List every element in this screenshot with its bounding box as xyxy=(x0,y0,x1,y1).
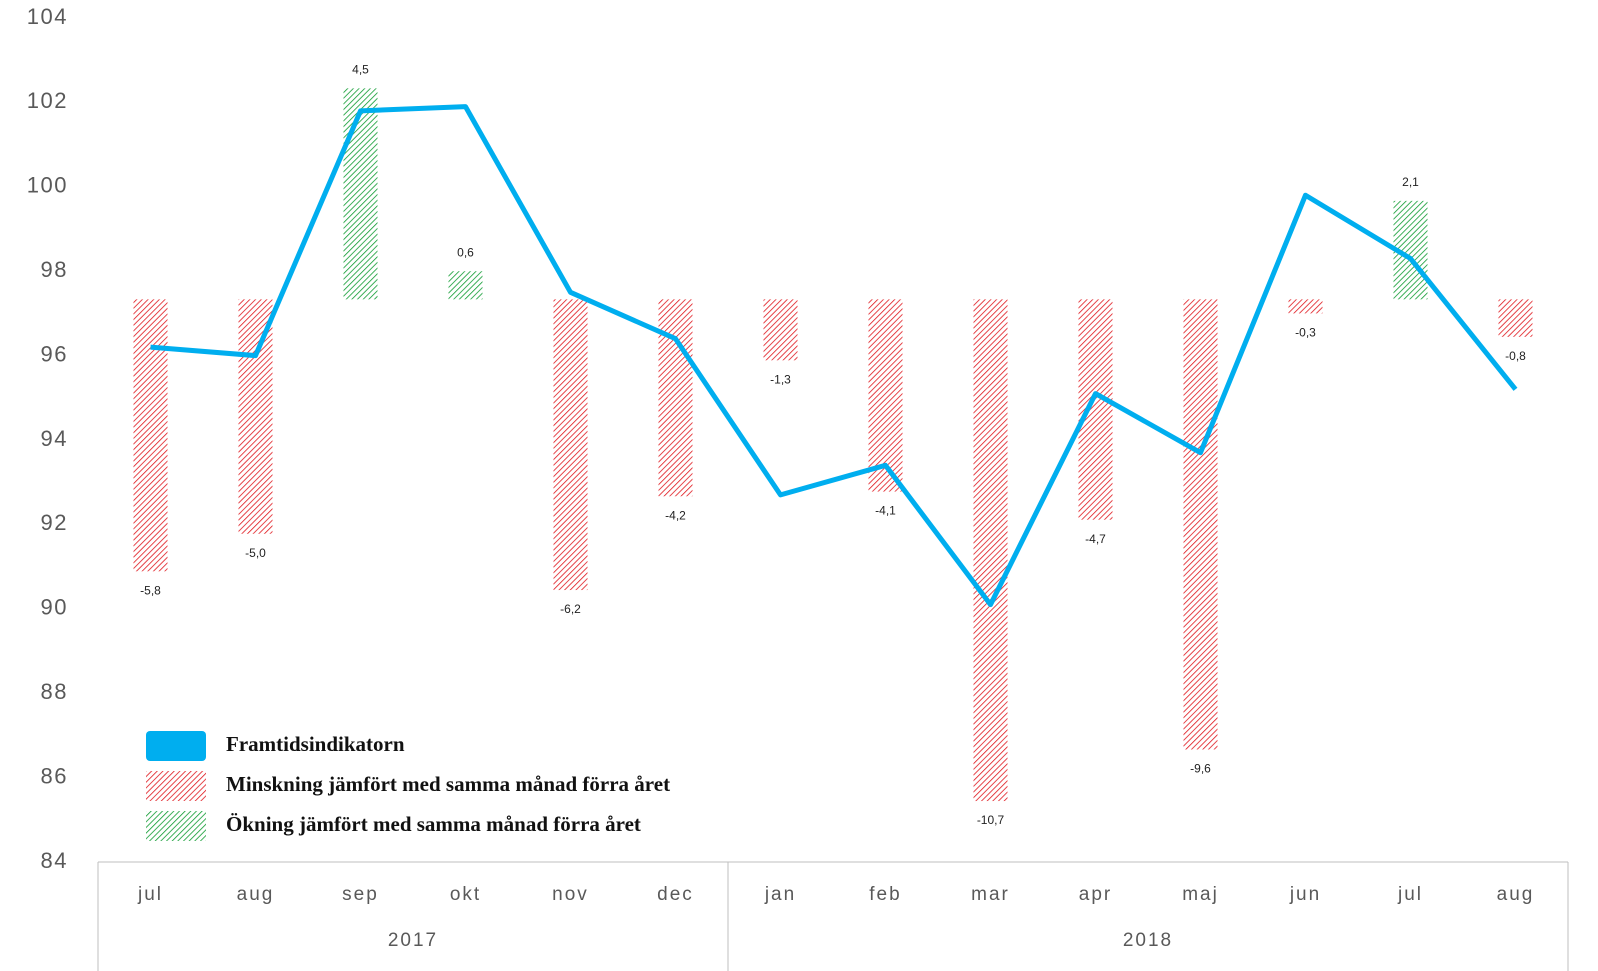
value-label: -5,8 xyxy=(140,583,161,597)
value-label: -6,2 xyxy=(560,602,581,616)
line xyxy=(150,104,1518,608)
legend-swatch xyxy=(146,731,206,761)
y-tick-label: 104 xyxy=(27,4,68,29)
x-tick-label: sep xyxy=(342,884,379,905)
y-tick-label: 100 xyxy=(27,173,68,198)
value-label: -10,7 xyxy=(977,813,1005,827)
x-tick-label: aug xyxy=(237,884,275,905)
y-tick-label: 90 xyxy=(41,595,68,620)
value-label: 4,5 xyxy=(352,63,369,77)
y-tick-label: 102 xyxy=(27,88,68,113)
value-label: -5,0 xyxy=(245,546,266,560)
year-label: 2018 xyxy=(1123,930,1173,951)
value-label: -4,7 xyxy=(1085,532,1106,546)
value-label: -4,2 xyxy=(665,508,686,522)
x-tick-label: dec xyxy=(657,884,694,905)
x-tick-label: jul xyxy=(137,884,163,905)
x-tick-label: jul xyxy=(1397,884,1423,905)
x-tick-label: jan xyxy=(764,884,796,905)
y-tick-label: 86 xyxy=(41,763,68,788)
value-label: -0,3 xyxy=(1295,326,1316,340)
x-tick-label: mar xyxy=(971,884,1010,905)
bar xyxy=(1288,299,1323,314)
value-label: -9,6 xyxy=(1190,762,1211,776)
bar xyxy=(763,299,798,361)
legend-label: Framtidsindikatorn xyxy=(226,732,405,756)
bar xyxy=(973,299,1008,802)
legend-label: Minskning jämfört med samma månad förra … xyxy=(226,772,670,796)
bar xyxy=(448,271,483,300)
x-tick-label: aug xyxy=(1497,884,1535,905)
value-label: -1,3 xyxy=(770,372,791,386)
legend-label: Ökning jämfört med samma månad förra åre… xyxy=(226,812,641,836)
x-tick-label: nov xyxy=(552,884,589,905)
value-label: -0,8 xyxy=(1505,349,1526,363)
year-label: 2017 xyxy=(388,930,438,951)
value-label: 2,1 xyxy=(1402,175,1419,189)
bar xyxy=(868,299,903,492)
legend-swatch xyxy=(146,811,206,841)
y-tick-label: 94 xyxy=(41,426,68,451)
x-tick-label: feb xyxy=(869,884,901,905)
bar xyxy=(1183,299,1218,750)
bar xyxy=(658,299,693,497)
x-tick-label: maj xyxy=(1182,884,1219,905)
x-tick-label: okt xyxy=(450,884,481,905)
y-tick-label: 88 xyxy=(41,679,68,704)
value-label: 0,6 xyxy=(457,245,474,259)
y-tick-label: 84 xyxy=(41,848,68,873)
y-tick-label: 98 xyxy=(41,257,68,282)
bar xyxy=(1078,299,1113,520)
y-tick-label: 92 xyxy=(41,510,68,535)
bar xyxy=(553,299,588,591)
y-tick-label: 96 xyxy=(41,341,68,366)
x-tick-label: apr xyxy=(1079,884,1112,905)
bar xyxy=(238,299,273,534)
legend-swatch xyxy=(146,771,206,801)
value-label: -4,1 xyxy=(875,504,896,518)
bar xyxy=(343,88,378,300)
x-tick-label: jun xyxy=(1289,884,1321,905)
bar xyxy=(1498,299,1533,337)
bar xyxy=(133,299,168,572)
